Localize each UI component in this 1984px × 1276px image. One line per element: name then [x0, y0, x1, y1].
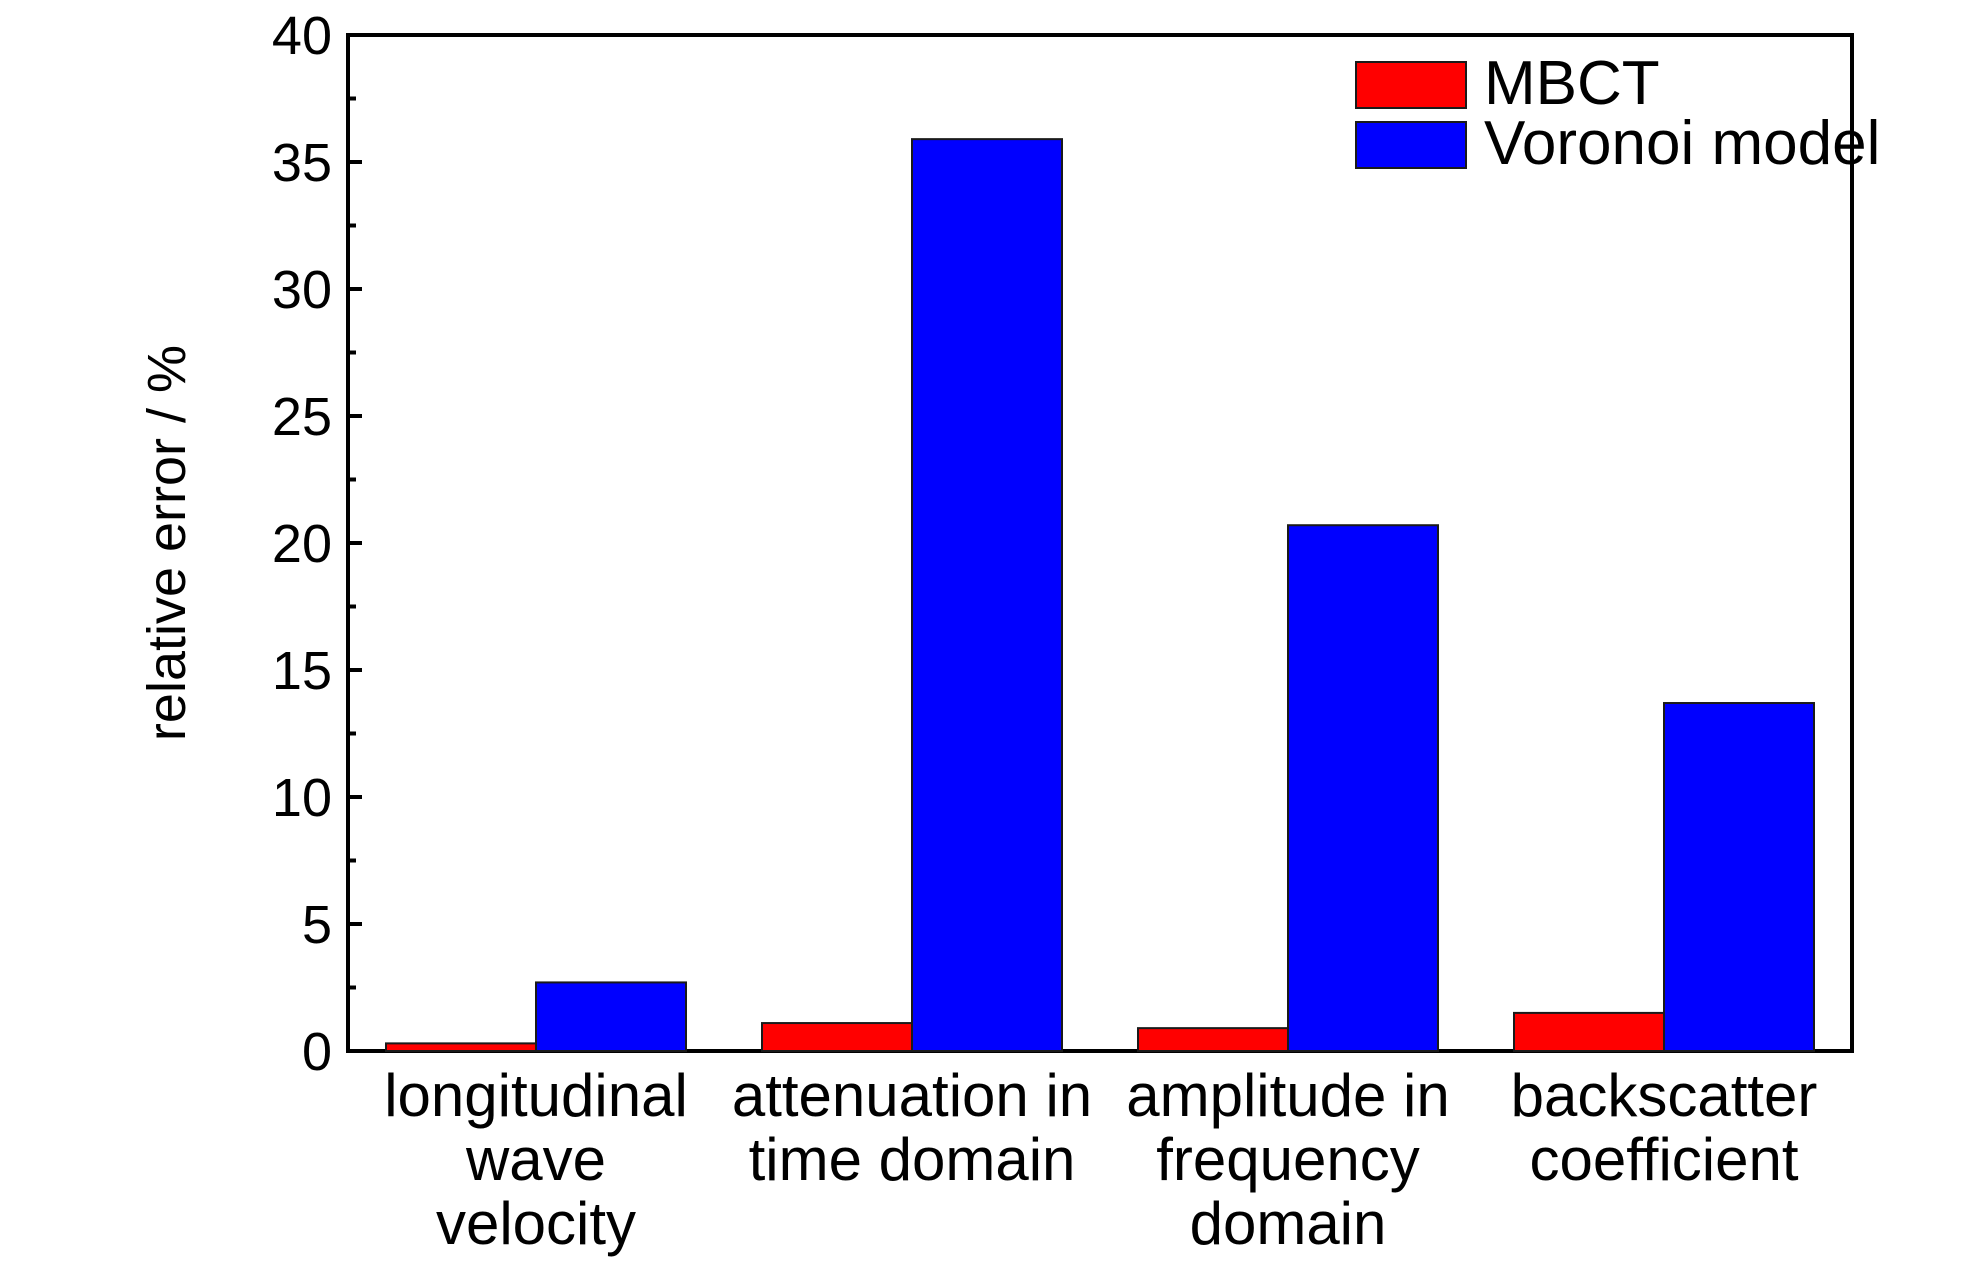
bar-mbct	[1137, 1027, 1289, 1053]
x-category-label: frequency	[1156, 1126, 1420, 1193]
x-category-label: attenuation in	[732, 1062, 1092, 1129]
x-category-label: coefficient	[1529, 1126, 1798, 1193]
x-category-label: amplitude in	[1126, 1062, 1450, 1129]
bar-mbct	[1513, 1011, 1665, 1053]
y-tick-label: 15	[272, 641, 332, 701]
y-tick-label: 30	[272, 260, 332, 320]
y-tick-label: 20	[272, 514, 332, 574]
y-tick-label: 0	[302, 1022, 332, 1082]
x-category-label: time domain	[749, 1126, 1076, 1193]
x-category-label: longitudinal	[384, 1062, 688, 1129]
bar-voronoi-model	[1287, 524, 1439, 1052]
plot-frame	[346, 33, 1854, 1053]
bar-mbct	[761, 1022, 913, 1052]
bar-voronoi-model	[911, 138, 1063, 1052]
y-tick-label: 40	[272, 6, 332, 66]
y-tick-label: 10	[272, 768, 332, 828]
bars	[385, 138, 1815, 1053]
bar-mbct	[385, 1042, 537, 1053]
legend-label: MBCT	[1484, 49, 1660, 118]
bar-voronoi-model	[535, 981, 687, 1052]
y-axis-ticks: 0 5 10 15 20 25 30 35 40	[272, 6, 362, 1082]
x-category-label: domain	[1190, 1190, 1387, 1257]
legend-label: Voronoi model	[1484, 109, 1880, 178]
legend-swatch	[1355, 121, 1467, 169]
x-category-label: backscatter	[1511, 1062, 1818, 1129]
y-tick-label: 25	[272, 387, 332, 447]
legend-swatch	[1355, 61, 1467, 109]
y-tick-label: 5	[302, 895, 332, 955]
y-axis-title: relative error / %	[137, 345, 197, 741]
x-category-label: wave	[465, 1126, 606, 1193]
bar-voronoi-model	[1663, 702, 1815, 1053]
y-tick-label: 35	[272, 133, 332, 193]
x-category-label: velocity	[436, 1190, 636, 1257]
